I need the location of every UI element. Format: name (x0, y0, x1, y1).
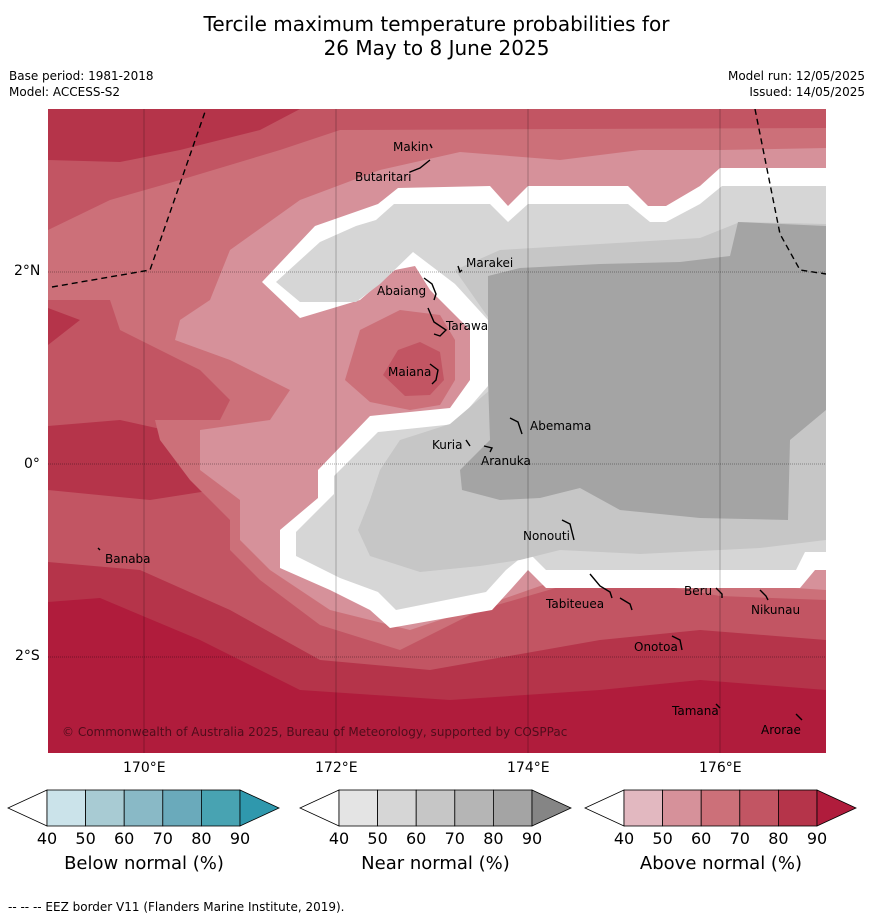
colorbar-below-low-extend (7, 789, 48, 827)
place-label-abemama: Abemama (530, 419, 591, 433)
place-label-onotoa: Onotoa (634, 640, 678, 654)
colorbar-near-segment (415, 789, 456, 827)
base-period: Base period: 1981-2018 (9, 69, 154, 83)
colorbar-below-high-extend (239, 789, 280, 827)
issued-date: Issued: 14/05/2025 (749, 85, 865, 99)
colorbar-near-tick: 70 (444, 829, 465, 848)
colorbar-below-segment (200, 789, 241, 827)
colorbar-near-tick: 90 (521, 829, 543, 848)
colorbar-near-high-extend (531, 789, 572, 827)
colorbar-below-tick: 50 (75, 829, 96, 848)
place-label-nonouti: Nonouti (523, 529, 570, 543)
colorbar-near-tick: 60 (406, 829, 427, 848)
above-70-pocket (383, 342, 444, 396)
copyright-notice: © Commonwealth of Australia 2025, Bureau… (62, 725, 567, 739)
model-name: Model: ACCESS-S2 (9, 85, 121, 99)
metadata-left: Base period: 1981-2018 Model: ACCESS-S2 (9, 68, 154, 100)
map-area: © Commonwealth of Australia 2025, Bureau… (48, 109, 826, 753)
colorbar-above-low-extend (584, 789, 625, 827)
colorbar-below-segment (162, 789, 202, 827)
colorbar-near-segment (454, 789, 494, 827)
eez-border (51, 109, 826, 288)
place-label-arorae: Arorae (761, 723, 801, 737)
colorbar-below-tick: 60 (114, 829, 135, 848)
lon-label-170e: 170°E (123, 760, 166, 776)
place-label-banaba: Banaba (105, 552, 151, 566)
graticule (143, 109, 721, 753)
place-label-marakei: Marakei (466, 256, 513, 270)
colorbar-below-segment (123, 789, 164, 827)
colorbar-above-tick: 80 (768, 829, 789, 848)
latitude-lines (48, 271, 826, 658)
colorbar-above (584, 789, 857, 827)
model-run: Model run: 12/05/2025 (727, 69, 865, 83)
metadata-right: Model run: 12/05/2025 Issued: 14/05/2025 (728, 68, 865, 100)
colorbar-below-tick: 80 (191, 829, 212, 848)
place-label-tabiteuea: Tabiteuea (545, 597, 604, 611)
place-label-beru: Beru (684, 584, 712, 598)
islands (97, 143, 803, 721)
colorbar-label-near: Near normal (%) (361, 853, 510, 874)
colorbar-near-segment (338, 789, 378, 827)
colorbar-above-segment (739, 789, 779, 827)
lon-label-176e: 176°E (699, 760, 742, 776)
map-title: Tercile maximum temperature probabilitie… (0, 12, 873, 60)
place-label-abaiang: Abaiang (377, 284, 426, 298)
colorbar-above-segment (778, 789, 818, 827)
colorbar-above-tick: 40 (613, 829, 635, 848)
colorbar-below-segment (46, 789, 86, 827)
colorbar-near (299, 789, 572, 827)
colorbar-above-tick: 70 (729, 829, 750, 848)
colorbar-below-tick: 40 (36, 829, 58, 848)
place-label-kuria: Kuria (432, 438, 463, 452)
place-label-aranuka: Aranuka (481, 454, 531, 468)
colorbar-below-segment (85, 789, 125, 827)
colorbar-above-high-extend (816, 789, 857, 827)
colorbar-label-below: Below normal (%) (64, 853, 224, 874)
lon-label-172e: 172°E (315, 760, 358, 776)
colorbar-near-segment (377, 789, 417, 827)
place-label-makin: Makin (393, 140, 429, 154)
lat-label-2s: 2°S (15, 648, 40, 664)
colorbar-near-segment (492, 789, 533, 827)
colorbar-label-above: Above normal (%) (639, 853, 803, 874)
place-labels: Makin Butaritari Marakei Abaiang Tarawa … (105, 140, 801, 737)
title-line-1: Tercile maximum temperature probabilitie… (203, 12, 670, 36)
colorbar-near-tick: 50 (367, 829, 388, 848)
colorbar-above-segment (700, 789, 741, 827)
lat-label-2n: 2°N (14, 263, 41, 279)
place-label-butaritari: Butaritari (355, 170, 412, 184)
colorbar-above-segment (623, 789, 663, 827)
colorbar-near-tick: 80 (483, 829, 504, 848)
title-line-2: 26 May to 8 June 2025 (323, 36, 550, 60)
colorbar-near-tick: 40 (328, 829, 350, 848)
colorbar-above-tick: 60 (691, 829, 712, 848)
place-label-tamana: Tamana (671, 704, 719, 718)
colorbar-above-segment (662, 789, 702, 827)
eez-legend-note: -- -- -- EEZ border V11 (Flanders Marine… (8, 900, 345, 914)
colorbar-above-tick: 90 (806, 829, 828, 848)
colorbar-near-low-extend (299, 789, 340, 827)
near-70-zone (460, 222, 826, 520)
colorbar-below (7, 789, 280, 827)
place-label-tarawa: Tarawa (445, 319, 488, 333)
colorbar-below-tick: 90 (229, 829, 251, 848)
lat-label-equator: 0° (24, 456, 40, 472)
lon-label-174e: 174°E (507, 760, 550, 776)
colorbar-below-tick: 70 (152, 829, 173, 848)
colorbar-above-tick: 50 (652, 829, 673, 848)
place-label-nikunau: Nikunau (751, 603, 800, 617)
place-label-maiana: Maiana (388, 365, 431, 379)
